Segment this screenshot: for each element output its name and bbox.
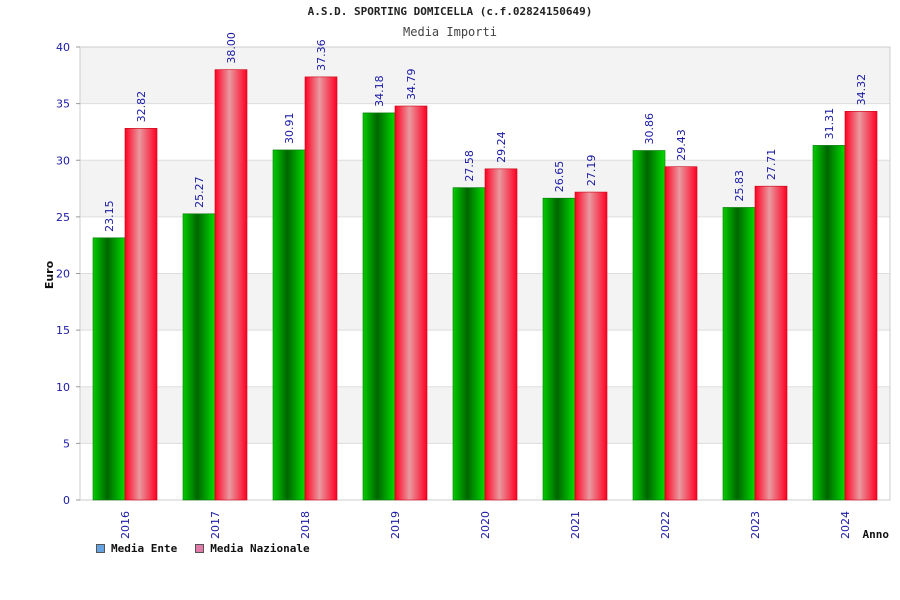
bars (92, 69, 878, 501)
bar-media-ente-2017 (182, 213, 216, 501)
data-label-media-ente-2016: 23.15 (103, 200, 116, 232)
data-label-media-nazionale-2024: 34.32 (855, 74, 868, 106)
chart-title: A.S.D. SPORTING DOMICELLA (c.f.028241506… (307, 5, 593, 18)
bar-media-nazionale-2019 (394, 105, 428, 501)
legend-label-media-nazionale: Media Nazionale (210, 542, 310, 555)
bar-media-nazionale-2018 (304, 76, 338, 501)
legend-item-media-nazionale: Media Nazionale (195, 542, 310, 555)
x-tick-label-2018: 2018 (299, 511, 312, 539)
bar-media-ente-2019 (362, 112, 396, 501)
data-label-media-nazionale-2018: 37.36 (315, 39, 328, 71)
bar-media-nazionale-2017 (214, 69, 248, 501)
y-tick-label: 25 (56, 211, 70, 224)
data-label-media-nazionale-2023: 27.71 (765, 149, 778, 181)
y-tick-label: 15 (56, 324, 70, 337)
x-tick-label-2024: 2024 (839, 511, 852, 539)
y-tick-label: 10 (56, 381, 70, 394)
x-tick-label-2021: 2021 (569, 511, 582, 539)
legend-item-media-ente: Media Ente (96, 542, 177, 555)
grid-band (80, 47, 890, 104)
bar-media-nazionale-2020 (484, 168, 518, 501)
bar-media-ente-2024 (812, 145, 846, 501)
y-tick-label: 20 (56, 268, 70, 281)
x-tick-label-2020: 2020 (479, 511, 492, 539)
data-label-media-nazionale-2020: 29.24 (495, 131, 508, 163)
y-axis-label: Euro (43, 260, 56, 289)
chart-subtitle: Media Importi (403, 25, 497, 39)
x-axis-label: Anno (863, 528, 890, 541)
data-label-media-ente-2022: 30.86 (643, 113, 656, 145)
y-tick-label: 35 (56, 98, 70, 111)
legend-label-media-ente: Media Ente (111, 542, 178, 555)
legend-swatch-media-ente (96, 544, 105, 553)
legend-swatch-media-nazionale (195, 544, 205, 553)
bar-media-ente-2023 (722, 207, 756, 501)
y-tick-label: 40 (56, 41, 70, 54)
data-label-media-ente-2017: 25.27 (193, 176, 206, 208)
data-label-media-ente-2018: 30.91 (283, 112, 296, 144)
data-label-media-ente-2021: 26.65 (553, 161, 566, 193)
data-label-media-ente-2024: 31.31 (823, 108, 836, 140)
y-tick-label: 0 (63, 494, 70, 507)
bar-media-ente-2018 (272, 149, 306, 501)
y-tick-label: 5 (63, 437, 70, 450)
data-label-media-ente-2019: 34.18 (373, 75, 386, 107)
legend: Media Ente Media Nazionale (96, 542, 310, 555)
x-tick-label-2019: 2019 (389, 511, 402, 539)
data-label-media-nazionale-2016: 32.82 (135, 91, 148, 123)
data-label-media-ente-2023: 25.83 (733, 170, 746, 202)
x-tick-label-2022: 2022 (659, 511, 672, 539)
x-tick-label-2017: 2017 (209, 511, 222, 539)
x-axis-ticks: 2016 2017 2018 2019 2020 2021 2022 2023 2024 (119, 511, 852, 539)
data-labels: 23.15 32.82 25.27 38.00 30.91 37.36 34.18 34.79… (103, 32, 868, 232)
x-tick-label-2016: 2016 (119, 511, 132, 539)
data-label-media-nazionale-2019: 34.79 (405, 69, 418, 101)
data-label-media-nazionale-2021: 27.19 (585, 155, 598, 187)
bar-media-nazionale-2022 (664, 166, 698, 501)
x-tick-label-2023: 2023 (749, 511, 762, 539)
bar-media-nazionale-2023 (754, 185, 788, 501)
data-label-media-nazionale-2017: 38.00 (225, 32, 238, 64)
bar-media-nazionale-2024 (844, 111, 878, 501)
bar-media-ente-2020 (452, 187, 486, 501)
bar-media-ente-2022 (632, 150, 666, 501)
bar-media-nazionale-2021 (574, 191, 608, 501)
bar-media-ente-2021 (542, 197, 576, 501)
data-label-media-nazionale-2022: 29.43 (675, 129, 688, 161)
bar-media-nazionale-2016 (124, 128, 158, 501)
data-label-media-ente-2020: 27.58 (463, 150, 476, 182)
y-tick-label: 30 (56, 154, 70, 167)
bar-media-ente-2016 (92, 237, 126, 501)
y-axis-ticks: 0 5 10 15 20 25 30 35 40 (56, 41, 80, 507)
